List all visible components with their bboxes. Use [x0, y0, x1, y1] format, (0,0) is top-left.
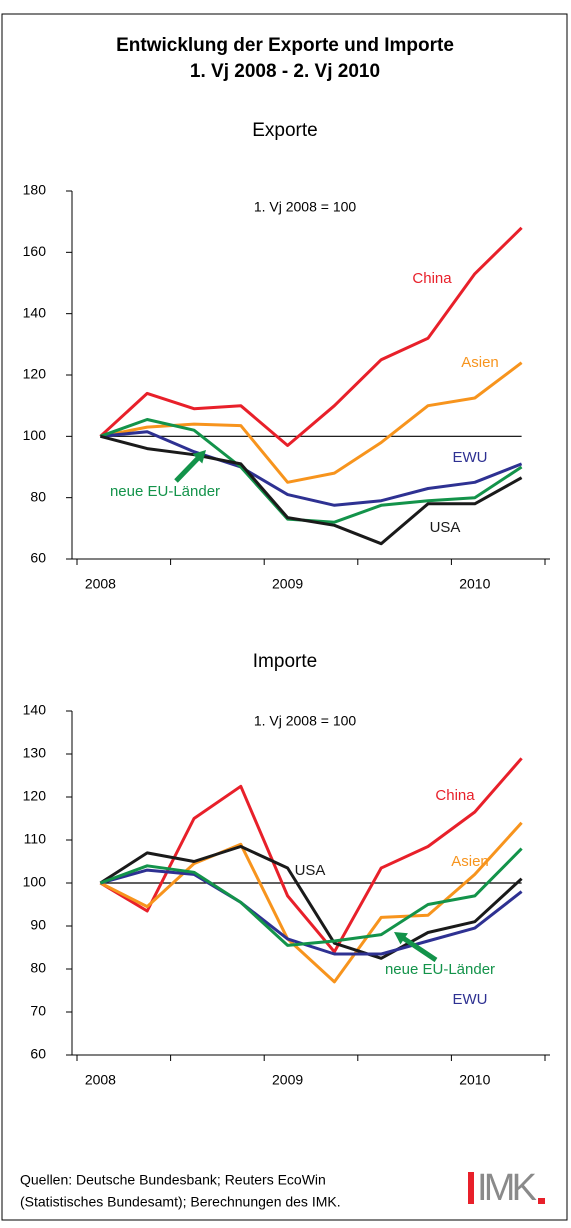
y-tick-label: 110 — [24, 831, 47, 847]
series-line — [100, 868, 523, 956]
x-tick-label: 2009 — [272, 1072, 303, 1088]
y-tick-label: 80 — [30, 488, 46, 504]
series-label: Asien — [451, 853, 489, 870]
y-tick-label: 60 — [30, 1046, 46, 1062]
chart-subtitle: Importe — [253, 651, 317, 672]
y-tick-label: 70 — [30, 1003, 46, 1019]
series-line — [99, 845, 523, 960]
x-tick-label: 2008 — [85, 576, 116, 592]
y-tick-label: 180 — [23, 182, 47, 198]
x-tick-label: 2008 — [85, 1072, 116, 1088]
y-tick-label: 100 — [23, 427, 47, 443]
series-label: EWU — [453, 991, 488, 1008]
arrow-head — [394, 932, 408, 945]
chart-subtitle: Exporte — [252, 120, 317, 141]
title: Entwicklung der Exporte und Importe — [116, 35, 454, 56]
y-tick-label: 130 — [23, 745, 47, 761]
series-label: EWU — [453, 449, 488, 466]
series-label: Asien — [461, 354, 499, 371]
source: Quellen: Deutsche Bundesbank; Reuters Ec… — [20, 1172, 326, 1188]
logo-bar — [468, 1172, 474, 1204]
y-tick-label: 100 — [23, 874, 47, 890]
y-tick-label: 90 — [30, 917, 46, 933]
title: 1. Vj 2008 - 2. Vj 2010 — [190, 61, 380, 82]
x-tick-label: 2010 — [459, 576, 490, 592]
series-line — [99, 757, 523, 954]
frame — [1, 13, 568, 1221]
y-tick-label: 160 — [23, 243, 47, 259]
series-label: China — [412, 270, 452, 287]
series-line — [100, 434, 523, 546]
x-tick-label: 2009 — [272, 576, 303, 592]
series-label: USA — [295, 862, 326, 879]
y-tick-label: 140 — [23, 304, 47, 320]
logo-dot — [538, 1198, 545, 1204]
arrow-head — [192, 450, 206, 464]
y-tick-label: 120 — [23, 788, 47, 804]
series-label: USA — [430, 519, 461, 536]
series-line — [99, 226, 523, 447]
series-line — [99, 821, 523, 984]
annotation: 1. Vj 2008 = 100 — [254, 199, 357, 215]
x-tick-label: 2010 — [459, 1072, 490, 1088]
arrow-shaft — [401, 936, 438, 963]
annotation: 1. Vj 2008 = 100 — [254, 713, 357, 729]
source: (Statistisches Bundesamt); Berechnungen … — [20, 1194, 341, 1210]
y-tick-label: 120 — [23, 366, 47, 382]
series-label: neue EU-Länder — [385, 961, 495, 978]
series-label: China — [435, 787, 475, 804]
y-tick-label: 60 — [30, 550, 46, 566]
series-line — [100, 430, 523, 507]
arrow-shaft — [174, 456, 201, 483]
series-line — [99, 847, 523, 947]
series-label: neue EU-Länder — [110, 483, 220, 500]
logo: IMK — [477, 1167, 537, 1209]
y-tick-label: 80 — [30, 960, 46, 976]
y-tick-label: 140 — [23, 702, 47, 718]
